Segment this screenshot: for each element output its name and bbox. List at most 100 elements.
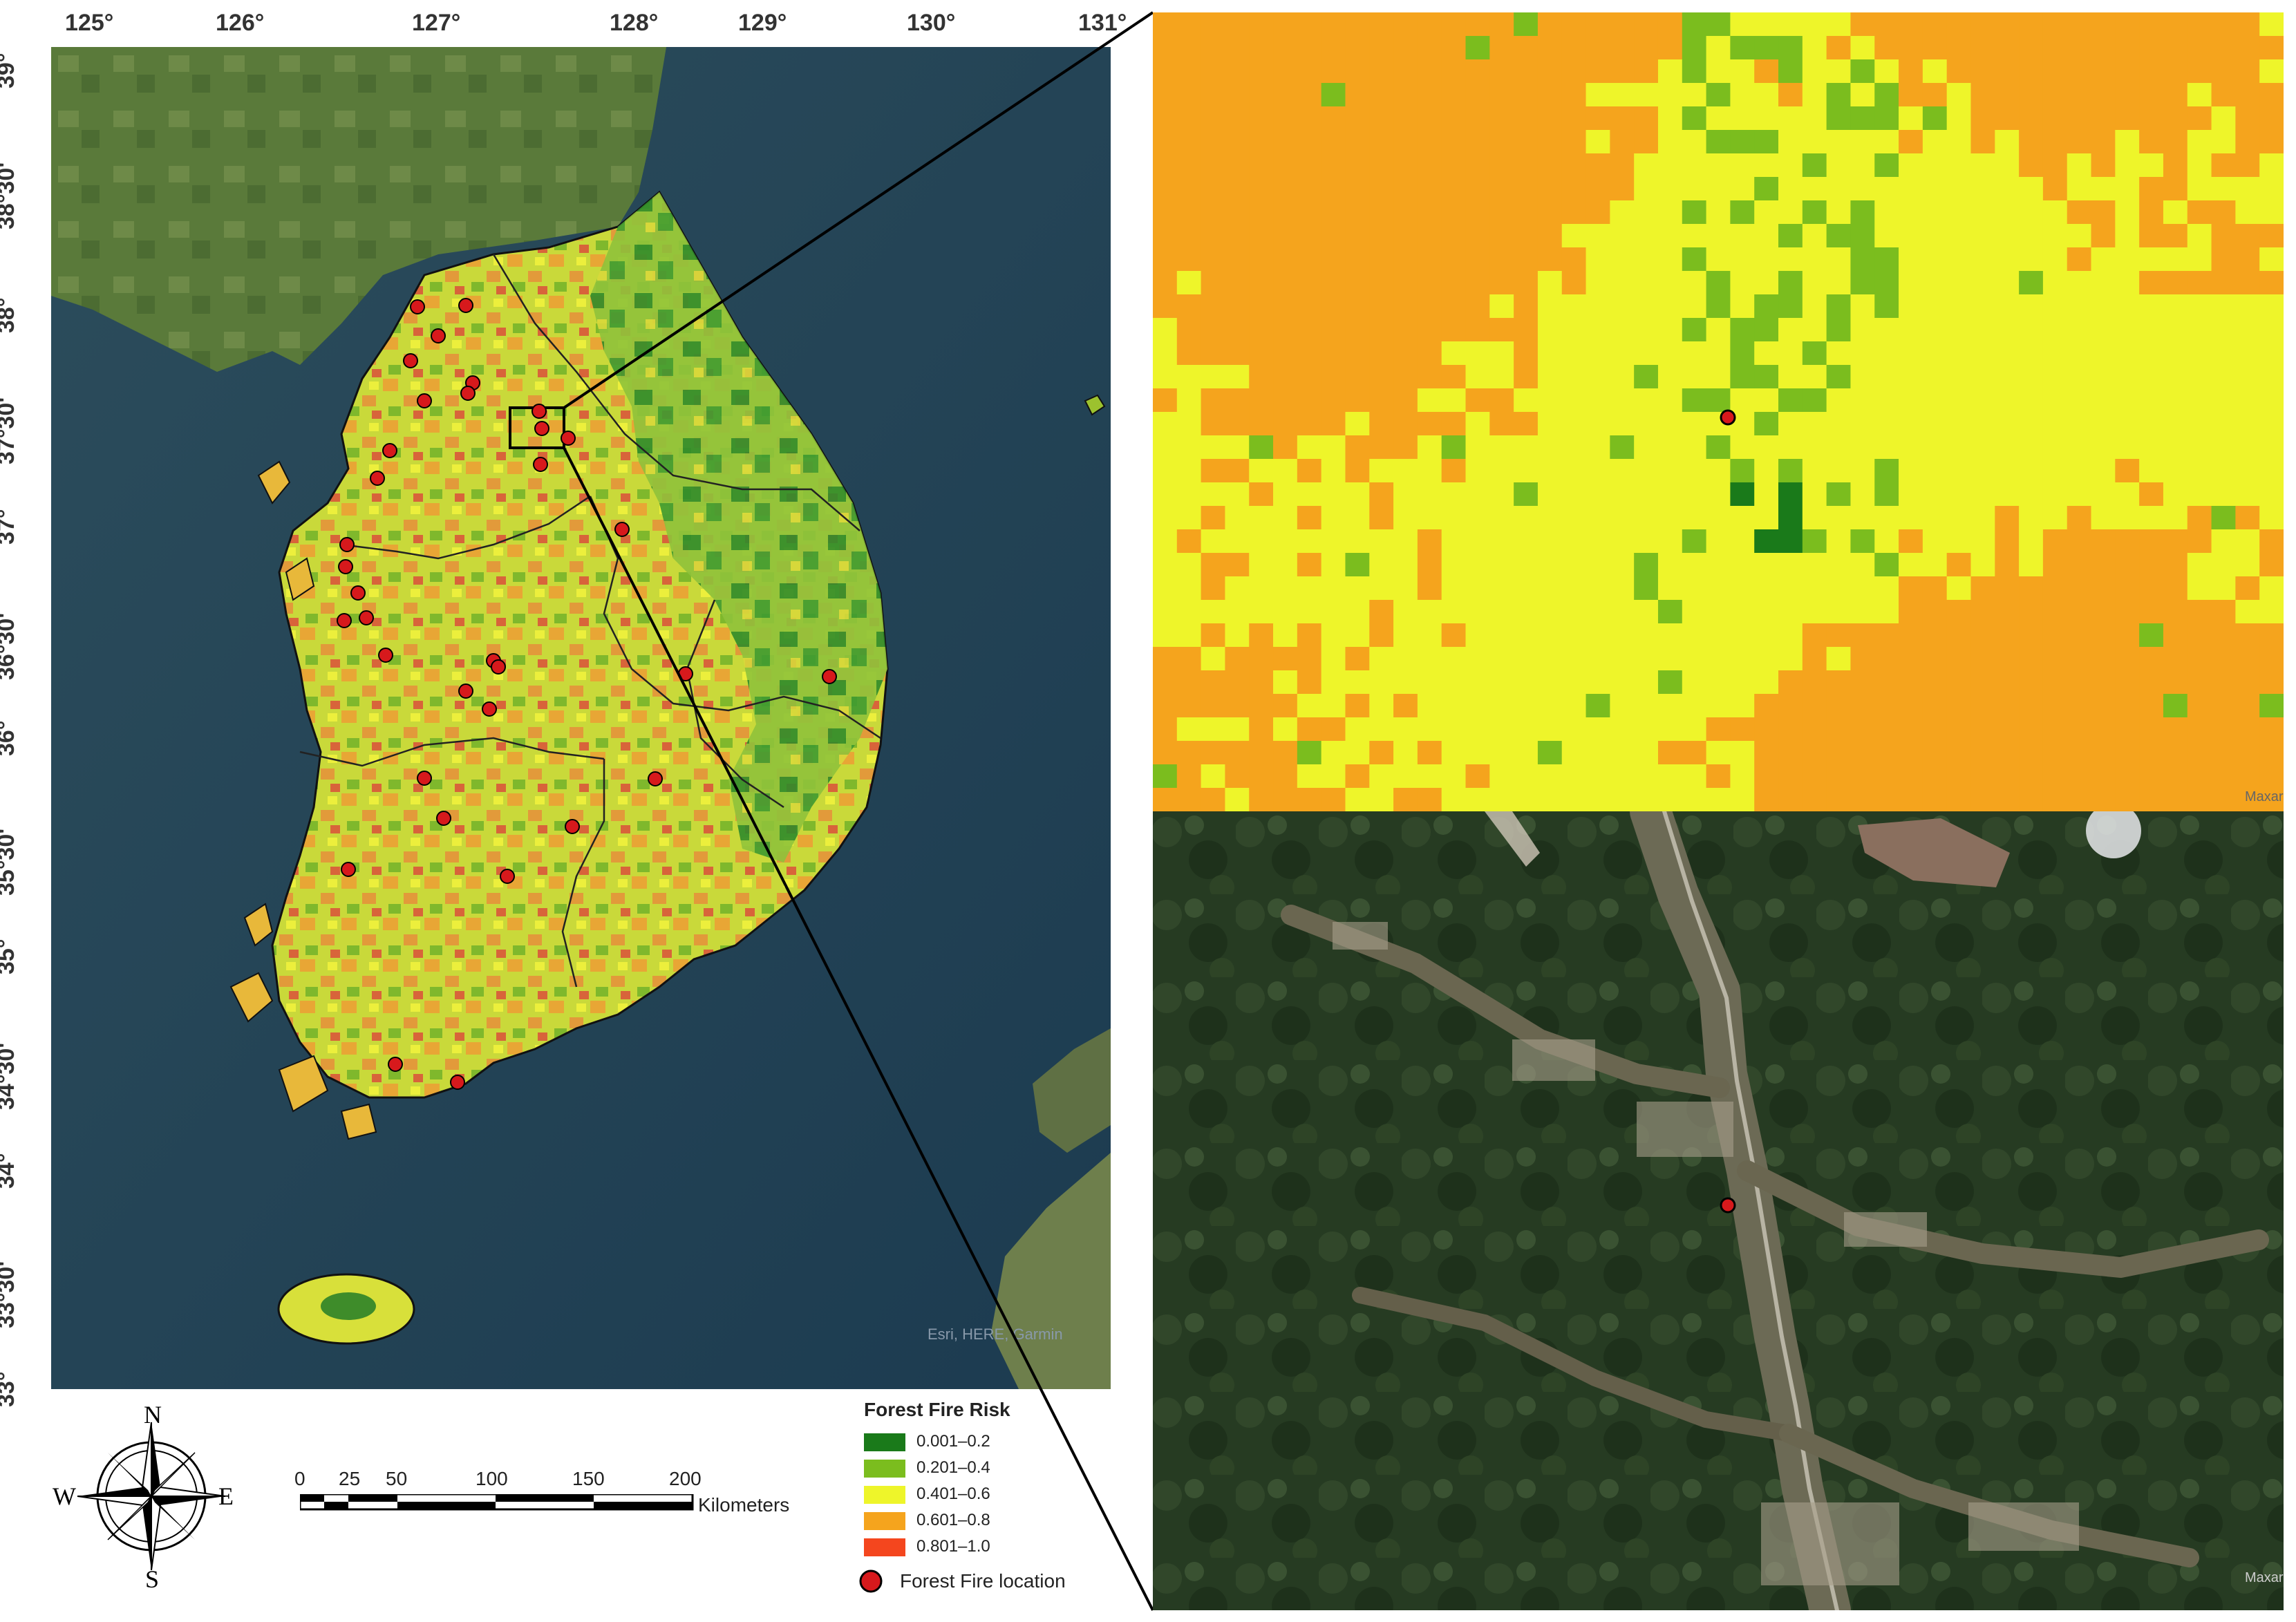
grid-cell	[1754, 106, 1779, 131]
grid-cell	[1730, 388, 1755, 413]
grid-cell	[1345, 506, 1370, 530]
grid-cell	[1706, 459, 1731, 483]
grid-cell	[2259, 412, 2284, 436]
grid-cell	[1153, 553, 1178, 577]
grid-cell	[1585, 529, 1610, 554]
grid-cell	[1465, 59, 1490, 84]
grid-cell	[1176, 365, 1202, 389]
grid-cell	[1489, 224, 1514, 248]
grid-cell	[1465, 294, 1490, 319]
grid-cell	[1369, 600, 1394, 624]
grid-cell	[1225, 106, 1250, 131]
grid-cell	[1899, 647, 1923, 671]
grid-cell	[1946, 482, 1972, 507]
grid-cell	[1634, 788, 1659, 811]
grid-cell	[2067, 741, 2092, 765]
grid-cell	[1176, 106, 1202, 131]
grid-cell	[1995, 506, 2020, 530]
fire-point	[534, 421, 549, 436]
grid-cell	[1874, 623, 1899, 648]
grid-cell	[1201, 247, 1226, 272]
grid-cell	[2163, 177, 2188, 201]
grid-cell	[1441, 435, 1467, 460]
grid-cell	[1922, 647, 1948, 671]
grid-cell	[1754, 177, 1779, 201]
grid-cell	[1754, 294, 1779, 319]
grid-cell	[1176, 482, 1202, 507]
grid-cell	[2259, 247, 2284, 272]
grid-cell	[1754, 271, 1779, 295]
grid-cell	[2187, 717, 2212, 742]
grid-cell	[1514, 388, 1538, 413]
grid-cell	[1706, 506, 1731, 530]
grid-cell	[1706, 388, 1731, 413]
grid-cell	[2187, 506, 2212, 530]
grid-cell	[1657, 647, 1683, 671]
grid-cell	[1922, 341, 1948, 366]
grid-cell	[1153, 130, 1178, 154]
grid-cell	[1874, 365, 1899, 389]
grid-cell	[2259, 83, 2284, 107]
grid-cell	[1802, 36, 1827, 60]
grid-cell	[2211, 529, 2236, 554]
grid-cell	[1585, 717, 1610, 742]
grid-cell	[2139, 388, 2164, 413]
grid-cell	[1297, 764, 1322, 789]
grid-cell	[2042, 529, 2068, 554]
grid-cell	[2187, 764, 2212, 789]
grid-cell	[1441, 576, 1467, 601]
grid-cell	[1441, 482, 1467, 507]
grid-cell	[1537, 36, 1563, 60]
grid-cell	[1826, 435, 1852, 460]
grid-cell	[2115, 529, 2140, 554]
grid-cell	[2211, 623, 2236, 648]
grid-cell	[2187, 670, 2212, 695]
grid-cell	[1201, 741, 1226, 765]
grid-cell	[1297, 600, 1322, 624]
grid-cell	[1874, 694, 1899, 718]
grid-cell	[1153, 670, 1178, 695]
grid-cell	[1225, 788, 1250, 811]
grid-cell	[1465, 459, 1490, 483]
grid-cell	[2235, 365, 2260, 389]
grid-cell	[1393, 670, 1418, 695]
grid-cell	[1802, 106, 1827, 131]
grid-cell	[1201, 529, 1226, 554]
grid-cell	[1225, 318, 1250, 342]
grid-cell	[2115, 153, 2140, 178]
grid-cell	[1201, 224, 1226, 248]
grid-cell	[1249, 177, 1274, 201]
grid-cell	[1345, 600, 1370, 624]
grid-cell	[1561, 294, 1587, 319]
grid-cell	[1225, 576, 1250, 601]
grid-cell	[1802, 717, 1827, 742]
grid-cell	[1537, 12, 1563, 37]
grid-cell	[2211, 741, 2236, 765]
grid-cell	[1706, 224, 1731, 248]
grid-cell	[2211, 83, 2236, 107]
grid-cell	[2139, 341, 2164, 366]
grid-cell	[1922, 788, 1948, 811]
grid-cell	[1730, 576, 1755, 601]
grid-cell	[1874, 294, 1899, 319]
grid-cell	[1778, 788, 1803, 811]
grid-cell	[2042, 717, 2068, 742]
grid-cell	[1899, 271, 1923, 295]
grid-cell	[1201, 294, 1226, 319]
grid-cell	[2259, 36, 2284, 60]
grid-cell	[1874, 106, 1899, 131]
grid-cell	[1585, 200, 1610, 225]
grid-cell	[2042, 247, 2068, 272]
grid-cell	[1946, 36, 1972, 60]
grid-cell	[1537, 717, 1563, 742]
grid-cell	[1321, 224, 1346, 248]
grid-cell	[1201, 341, 1226, 366]
grid-cell	[1730, 553, 1755, 577]
grid-cell	[1249, 318, 1274, 342]
ulleung-island	[1084, 394, 1106, 416]
grid-cell	[2139, 247, 2164, 272]
grid-cell	[2163, 623, 2188, 648]
grid-cell	[1970, 200, 1995, 225]
grid-cell	[1682, 153, 1707, 178]
grid-cell	[1489, 764, 1514, 789]
